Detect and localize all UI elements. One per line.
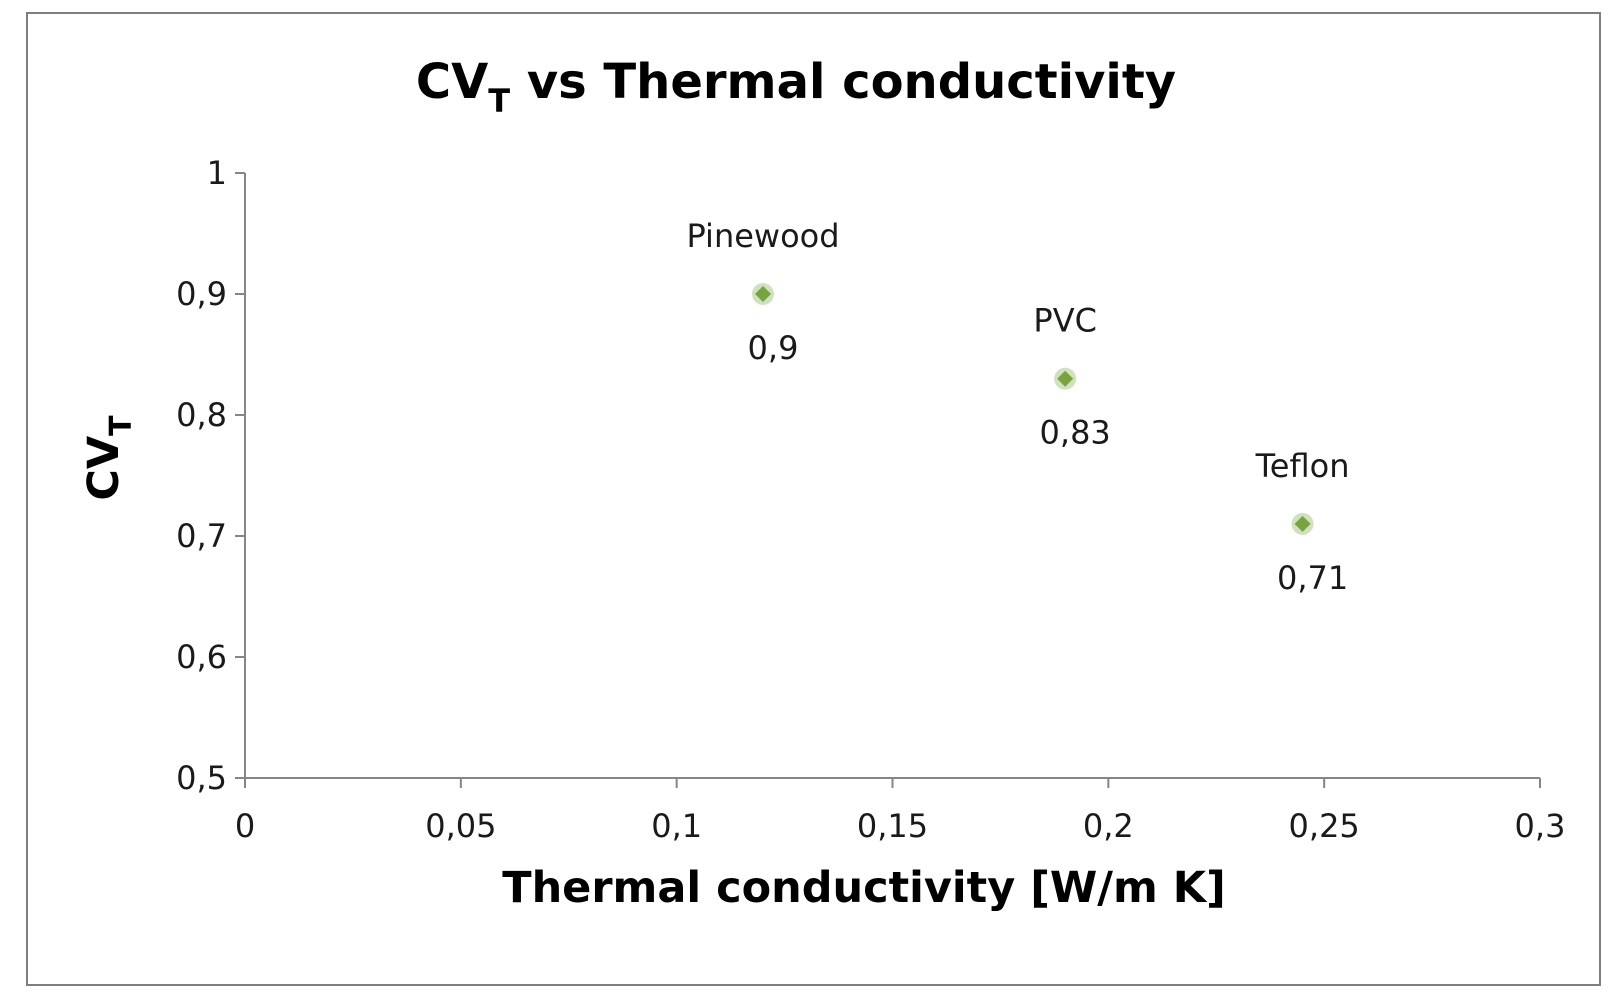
data-point-group: PVC 0,83 xyxy=(1033,302,1110,452)
x-tick-label: 0,2 xyxy=(1083,807,1134,845)
chart-title-subscript: T xyxy=(488,82,510,120)
y-axis-title-subscript: T xyxy=(104,415,139,436)
point-value-label: 0,9 xyxy=(748,329,799,367)
data-point xyxy=(1057,370,1074,387)
x-axis-title: Thermal conductivity [W/m K] xyxy=(502,863,1226,913)
point-name-label: Teflon xyxy=(1255,447,1350,485)
point-name-label: PVC xyxy=(1033,302,1097,340)
y-ticks: 0,5 0,6 0,7 0,8 0,9 1 xyxy=(176,154,245,797)
y-tick-label: 0,5 xyxy=(176,759,227,797)
point-name-label: Pinewood xyxy=(686,217,839,255)
x-tick-label: 0,25 xyxy=(1289,807,1360,845)
y-tick-label: 0,6 xyxy=(176,638,227,676)
y-tick-label: 0,7 xyxy=(176,517,227,555)
y-axis-title-main: CV xyxy=(79,435,129,501)
x-tick-label: 0,1 xyxy=(651,807,702,845)
x-tick-label: 0,05 xyxy=(425,807,496,845)
point-value-label: 0,71 xyxy=(1277,559,1348,597)
data-point xyxy=(1294,515,1311,532)
x-tick-label: 0,15 xyxy=(857,807,928,845)
x-tick-label: 0,3 xyxy=(1515,807,1566,845)
data-point-group: Pinewood 0,9 xyxy=(686,217,839,367)
chart-title: CVT vs Thermal conductivity xyxy=(416,54,1176,120)
data-point-group: Teflon 0,71 xyxy=(1255,447,1350,597)
y-tick-label: 1 xyxy=(207,154,227,192)
chart-area xyxy=(26,12,1601,986)
y-tick-label: 0,9 xyxy=(176,275,227,313)
x-tick-label: 0 xyxy=(235,807,255,845)
y-axis-title: CVT xyxy=(79,415,139,501)
y-tick-label: 0,8 xyxy=(176,396,227,434)
point-value-label: 0,83 xyxy=(1040,414,1111,452)
data-point xyxy=(755,286,771,302)
x-ticks: 0 0,05 0,1 0,15 0,2 0,25 0,3 xyxy=(235,778,1566,845)
chart-title-suffix: vs Thermal conductivity xyxy=(510,54,1176,110)
chart-title-main: CV xyxy=(416,54,488,110)
data-points: Pinewood 0,9 PVC 0,83 Teflon 0,71 xyxy=(686,217,1349,597)
